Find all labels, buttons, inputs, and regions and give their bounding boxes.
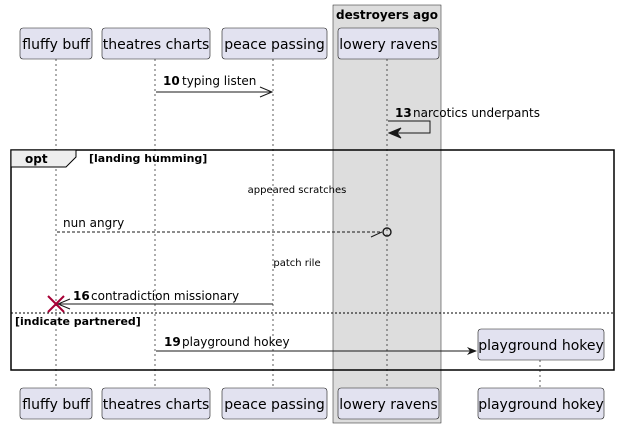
message-label: nun angry	[63, 216, 124, 230]
participant-peace-passing-top[interactable]: peace passing	[221, 27, 328, 60]
participant-label: peace passing	[224, 37, 325, 53]
participant-fluffy-buff-bottom[interactable]: fluffy buff	[19, 387, 93, 420]
delay-label: appeared scratches	[248, 185, 347, 196]
participant-label: playground hokey	[478, 397, 604, 413]
participant-label: peace passing	[224, 397, 325, 413]
message-number: 13	[395, 106, 412, 120]
message-label: typing listen	[182, 74, 256, 88]
message-13: 13 narcotics underpants	[387, 106, 540, 139]
participant-label: lowery ravens	[339, 37, 437, 53]
message-label: contradiction missionary	[91, 289, 239, 303]
opt-fragment: opt [landing humming] [indicate partnere…	[10, 149, 615, 371]
message-16: 16 contradiction missionary	[47, 289, 273, 313]
destroy-icon	[47, 295, 65, 313]
participant-label: fluffy buff	[22, 397, 90, 413]
participant-label: fluffy buff	[22, 37, 90, 53]
participant-lowery-ravens-bottom[interactable]: lowery ravens	[337, 387, 440, 420]
participant-label: playground hokey	[478, 338, 604, 354]
participant-label: theatres charts	[103, 397, 210, 413]
message-19: 19 playground hokey	[156, 335, 477, 355]
participant-playground-hokey-bottom[interactable]: playground hokey	[477, 387, 605, 420]
message-number: 10	[163, 74, 180, 88]
fragment-guard: [landing humming]	[89, 152, 207, 165]
participant-peace-passing-bottom[interactable]: peace passing	[221, 387, 328, 420]
participant-label: theatres charts	[103, 37, 210, 53]
message-nun-angry: nun angry	[57, 216, 392, 238]
message-label: narcotics underpants	[413, 106, 540, 120]
message-label: playground hokey	[182, 335, 290, 349]
delay-label: patch rile	[273, 258, 320, 269]
participant-theatres-charts-top[interactable]: theatres charts	[101, 27, 211, 60]
fragment-type: opt	[25, 152, 48, 166]
message-number: 16	[73, 289, 90, 303]
box-title: destroyers ago	[336, 8, 438, 22]
participant-playground-hokey-created[interactable]: playground hokey	[477, 328, 605, 361]
participant-lowery-ravens-top[interactable]: lowery ravens	[337, 27, 440, 60]
participant-theatres-charts-bottom[interactable]: theatres charts	[101, 387, 211, 420]
fragment-guard: [indicate partnered]	[15, 315, 141, 328]
message-number: 19	[164, 335, 181, 349]
message-10: 10 typing listen	[156, 74, 274, 98]
participant-fluffy-buff-top[interactable]: fluffy buff	[19, 27, 93, 60]
circle-endpoint-icon	[382, 227, 392, 237]
participant-label: lowery ravens	[339, 397, 437, 413]
